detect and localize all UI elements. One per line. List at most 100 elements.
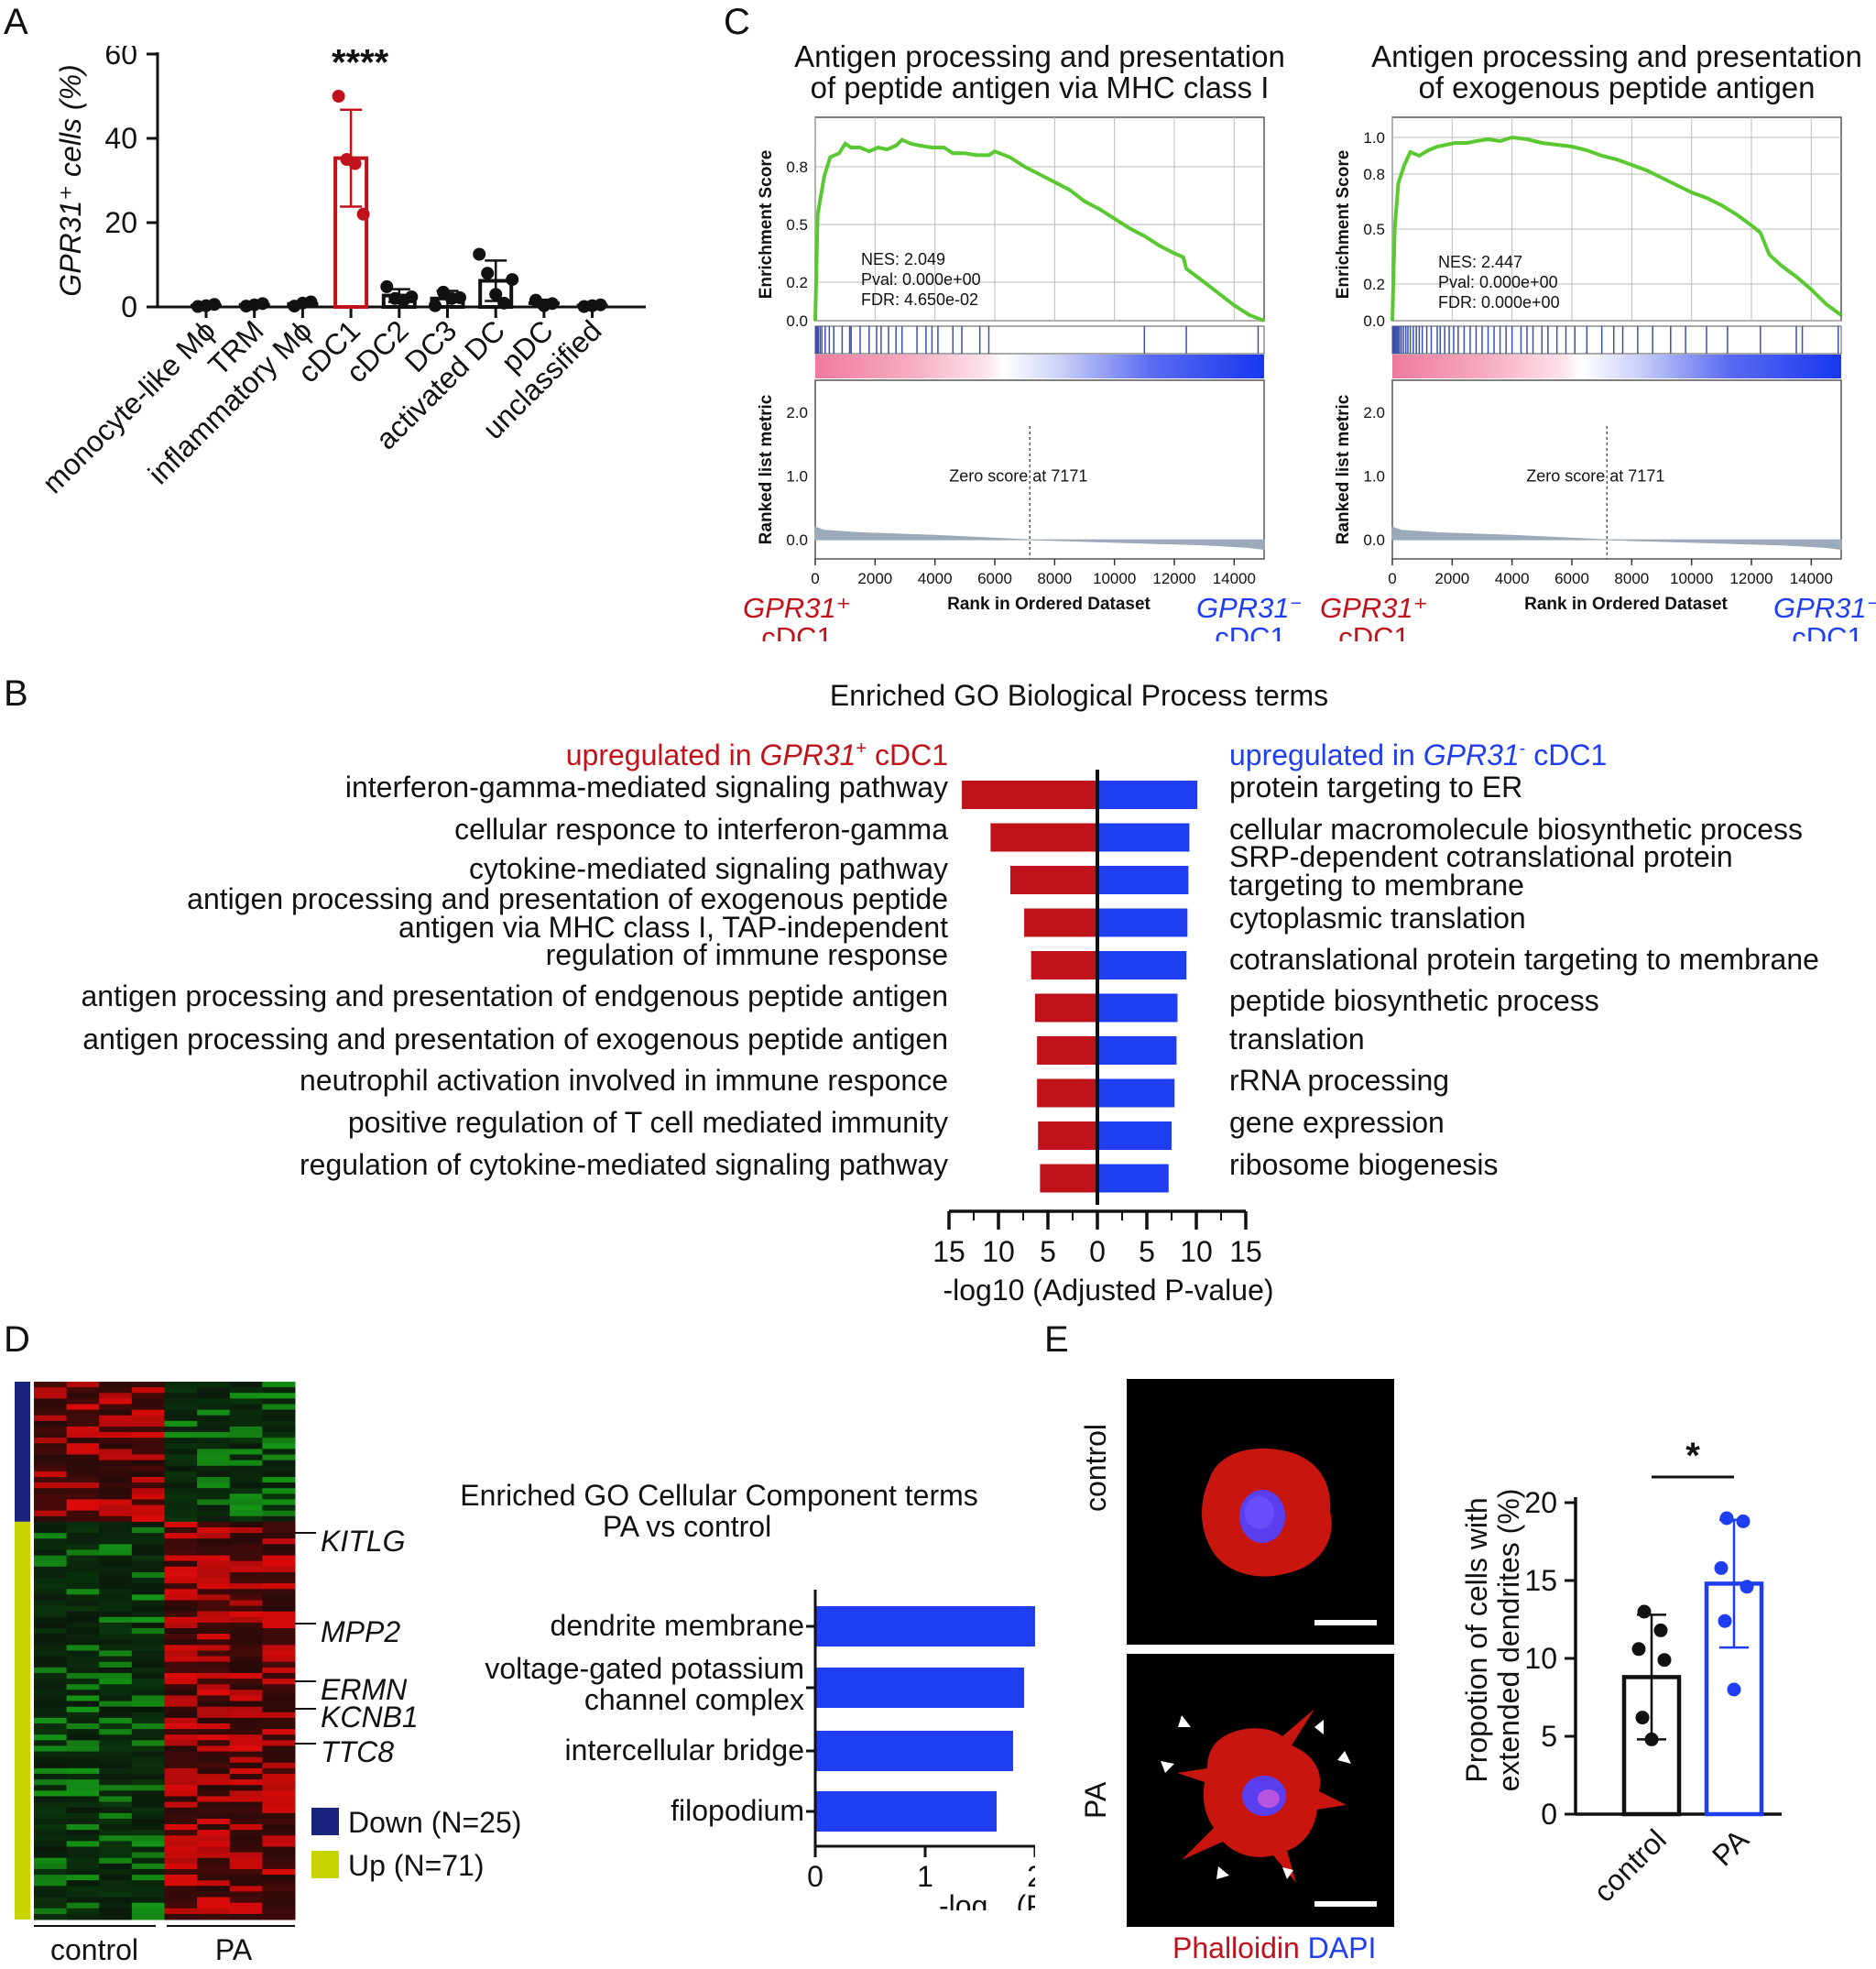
heatmap-cell [229, 1538, 263, 1545]
heatmap-cell [131, 1690, 165, 1696]
x-tick-label: 4000 [1495, 570, 1530, 587]
legend-label-up: Up (N=71) [348, 1849, 485, 1882]
heatmap-cell [197, 1908, 231, 1915]
heatmap-cell [99, 1476, 133, 1483]
heatmap-cell [99, 1891, 133, 1898]
bar [815, 1791, 997, 1832]
bar-left [1037, 1078, 1097, 1108]
heatmap-cell [99, 1717, 133, 1724]
heatmap-cell [99, 1488, 133, 1494]
heatmap-cell [164, 1863, 198, 1870]
heatmap-cell [66, 1863, 100, 1870]
heatmap-cell [34, 1830, 68, 1836]
heatmap-cell [34, 1690, 68, 1696]
micrograph-pa-drawing [1161, 1709, 1377, 1907]
heatmap-cell [131, 1594, 165, 1601]
heatmap-cell [262, 1533, 296, 1539]
heatmap-cell [229, 1701, 263, 1708]
heatmap-cell [99, 1796, 133, 1803]
heatmap-cell [197, 1465, 231, 1472]
bar-left [1034, 993, 1097, 1023]
heatmap-cell [197, 1438, 231, 1444]
heatmap-cell [197, 1863, 231, 1870]
heatmap-cell [66, 1868, 100, 1876]
heatmap-cell [229, 1812, 263, 1820]
heatmap-cell [229, 1628, 263, 1635]
heatmap-cell [99, 1645, 133, 1651]
significance-annotation: **** [332, 46, 389, 83]
heatmap-cell [229, 1690, 263, 1696]
right-term-label: ribosome biogenesis [1229, 1148, 1499, 1181]
heatmap-cell [229, 1393, 263, 1399]
heatmap-cell [229, 1661, 263, 1668]
heatmap-cell [34, 1695, 68, 1702]
heatmap-cell [99, 1634, 133, 1640]
data-point [1714, 1560, 1729, 1575]
chart-title-line1: Antigen processing and presentation [1371, 39, 1862, 73]
legend-swatch-up [311, 1851, 339, 1878]
heatmap-cell [164, 1504, 198, 1512]
heatmap-cell [34, 1555, 68, 1562]
heatmap-cell [164, 1729, 198, 1735]
heatmap-cell [197, 1824, 231, 1831]
heatmap-cell [164, 1723, 198, 1730]
right-term-label: rRNA processing [1229, 1064, 1449, 1097]
heatmap-cell [197, 1571, 231, 1579]
heatmap-cell [66, 1650, 100, 1657]
y-tick-label: 15 [1524, 1564, 1557, 1597]
heatmap-cell [229, 1571, 263, 1579]
data-point [594, 298, 607, 312]
gene-label: TTC8 [321, 1735, 394, 1768]
left-term-label: interferon-gamma-mediated signaling path… [345, 771, 948, 804]
panel-letter-a: A [4, 2, 28, 42]
es-plot-frame [814, 116, 1265, 322]
heatmap-cell [164, 1812, 198, 1820]
heatmap-cell [34, 1807, 68, 1814]
heatmap-cell [164, 1868, 198, 1876]
left-term-label: antigen via MHC class I, TAP-independent [398, 911, 948, 944]
heatmap-cell [131, 1510, 165, 1517]
left-group-label-2: cDC1 [1338, 621, 1410, 641]
heatmap-cell [99, 1438, 133, 1444]
heatmap-cell [262, 1382, 296, 1388]
heatmap-cell [197, 1751, 231, 1758]
heatmap-cell [34, 1767, 68, 1775]
heatmap-cell [164, 1628, 198, 1635]
heatmap-cell [262, 1488, 296, 1494]
x-axis-label: -log10 (Adjusted P-value) [943, 1274, 1273, 1307]
heatmap-cell [262, 1504, 296, 1512]
heatmap-cell [164, 1886, 198, 1892]
heatmap-cell [229, 1382, 263, 1388]
heatmap-cell [164, 1583, 198, 1590]
heatmap-cell [197, 1830, 231, 1836]
heatmap-cell [66, 1589, 100, 1595]
arrowhead-icon [1178, 1715, 1191, 1727]
right-group-label: GPR31⁻ [1196, 592, 1301, 624]
heatmap-cell [131, 1723, 165, 1730]
heatmap-cell [229, 1723, 263, 1730]
heatmap-cell [131, 1672, 165, 1679]
data-point [489, 288, 503, 301]
heatmap-cell [229, 1897, 263, 1904]
left-header: upregulated in GPR31+ cDC1 [566, 738, 948, 771]
heatmap-cell [164, 1476, 198, 1483]
heatmap-cell [34, 1504, 68, 1512]
heatmap-cell [164, 1706, 198, 1713]
gene-label: ERMN [321, 1673, 408, 1706]
heatmap-cell [34, 1566, 68, 1573]
heatmap-cell [34, 1488, 68, 1494]
heatmap-cell [262, 1571, 296, 1579]
arrowhead-icon [1314, 1720, 1324, 1734]
heatmap-cell [164, 1449, 198, 1455]
heatmap-cell [34, 1723, 68, 1730]
arrowhead-icon [1337, 1751, 1351, 1764]
heatmap-cell [262, 1779, 296, 1786]
data-point [1653, 1623, 1668, 1637]
heatmap-cell [229, 1526, 263, 1534]
heatmap-cell [229, 1756, 263, 1764]
heatmap-cell [66, 1398, 100, 1405]
heatmap-cell [197, 1818, 231, 1825]
heatmap-cell [34, 1387, 68, 1394]
right-term-label: targeting to membrane [1229, 869, 1524, 902]
